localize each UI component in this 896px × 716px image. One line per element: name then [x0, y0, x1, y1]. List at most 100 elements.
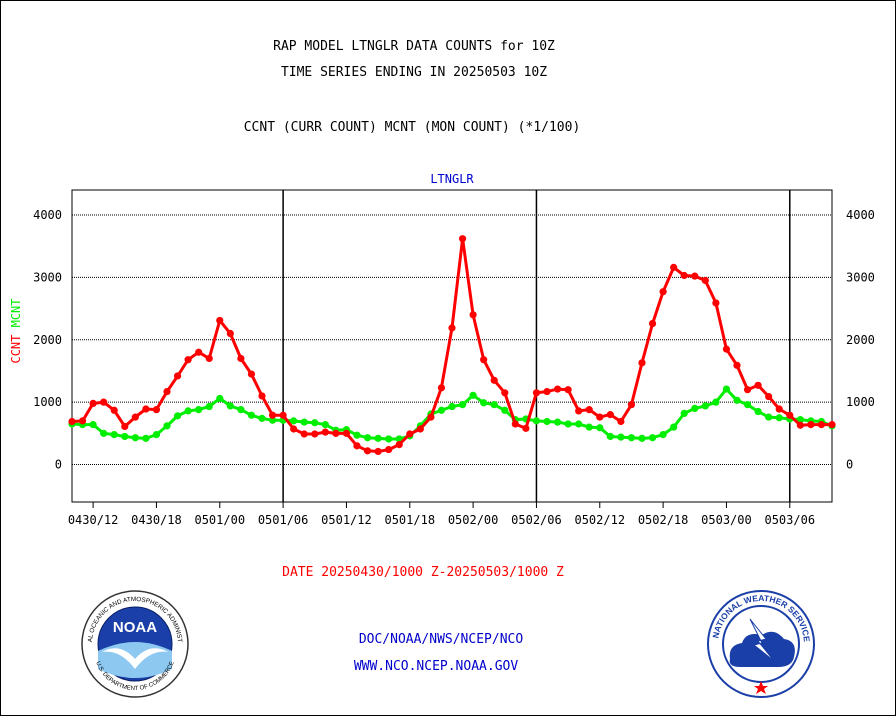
data-point-ccnt [406, 430, 414, 438]
series-line-mcnt [71, 387, 833, 441]
data-point-ccnt [817, 421, 826, 429]
data-point-mcnt [258, 414, 266, 422]
data-point-ccnt [131, 413, 139, 421]
chart-title-line-2: TIME SERIES ENDING IN 20250503 10Z [280, 65, 548, 80]
data-point-mcnt [173, 412, 182, 420]
date-range-label: DATE 20250430/1000 Z-20250503/1000 Z [282, 565, 564, 580]
data-point-ccnt [110, 406, 118, 414]
data-point-ccnt [786, 411, 794, 419]
data-point-mcnt [627, 434, 636, 442]
data-point-mcnt [585, 423, 593, 431]
data-point-mcnt [363, 434, 372, 442]
data-point-ccnt [617, 417, 625, 426]
data-point-mcnt [385, 435, 393, 443]
data-point-mcnt [226, 402, 234, 410]
data-point-ccnt [332, 429, 340, 437]
y-tick-label-left: 2000 [33, 333, 62, 347]
data-point-ccnt [89, 399, 97, 408]
data-point-mcnt [458, 401, 467, 409]
data-point-ccnt [469, 311, 477, 319]
data-point-ccnt [173, 372, 182, 380]
data-point-mcnt [796, 416, 804, 424]
data-point-mcnt [300, 418, 308, 426]
y-tick-label-right: 3000 [846, 270, 875, 284]
data-point-ccnt [480, 356, 488, 364]
data-point-mcnt [237, 406, 245, 414]
chart-title-line-1: RAP MODEL LTNGLR DATA COUNTS for 10Z [273, 39, 555, 54]
data-point-mcnt [100, 429, 108, 437]
data-point-ccnt [353, 442, 361, 450]
data-point-ccnt [342, 429, 351, 437]
data-point-ccnt [258, 392, 266, 400]
data-point-ccnt [627, 401, 636, 409]
data-point-mcnt [733, 396, 741, 404]
data-point-ccnt [184, 356, 192, 364]
data-point-mcnt [89, 421, 97, 429]
data-point-ccnt [543, 387, 551, 396]
x-tick-label: 0430/18 [131, 513, 182, 527]
y-tick-label-left: 1000 [33, 395, 62, 409]
data-point-ccnt [385, 445, 393, 454]
series-line-ccnt [71, 237, 832, 453]
data-point-mcnt [712, 398, 720, 406]
data-point-mcnt [670, 423, 678, 431]
data-point-mcnt [775, 414, 783, 422]
data-point-ccnt [395, 440, 403, 449]
data-point-mcnt [754, 407, 762, 416]
x-tick-label: 0501/06 [258, 513, 309, 527]
data-point-ccnt [765, 392, 773, 401]
data-point-ccnt [585, 406, 593, 414]
y-tick-label-left: 3000 [33, 270, 62, 284]
x-tick-label: 0501/00 [194, 513, 245, 527]
data-point-mcnt [247, 411, 256, 419]
data-point-mcnt [490, 401, 498, 409]
data-point-mcnt [659, 431, 667, 439]
data-point-ccnt [638, 359, 646, 367]
data-point-ccnt [775, 405, 783, 413]
data-point-ccnt [691, 272, 699, 280]
data-point-ccnt [458, 235, 467, 243]
data-point-mcnt [680, 409, 688, 417]
data-point-ccnt [701, 276, 709, 285]
data-point-mcnt [321, 421, 329, 429]
data-point-ccnt [68, 417, 76, 426]
data-point-ccnt [226, 329, 234, 338]
data-point-mcnt [163, 422, 171, 430]
data-point-mcnt [648, 434, 657, 442]
data-point-ccnt [828, 421, 836, 429]
data-point-mcnt [575, 420, 583, 428]
data-point-mcnt [553, 418, 562, 426]
data-point-ccnt [142, 405, 150, 413]
data-point-ccnt [796, 421, 804, 429]
data-point-mcnt [606, 432, 614, 441]
y-tick-label-right: 4000 [846, 208, 875, 222]
data-point-ccnt [648, 319, 657, 328]
data-point-ccnt [564, 386, 572, 394]
data-point-mcnt [765, 413, 773, 421]
data-point-mcnt [617, 433, 625, 441]
data-point-mcnt [374, 434, 382, 442]
data-point-ccnt [553, 385, 562, 393]
data-point-ccnt [237, 354, 245, 363]
data-point-ccnt [659, 288, 667, 296]
y-axis-label-mcnt: MCNT [9, 298, 23, 327]
y-tick-label-left: 4000 [33, 208, 62, 222]
y-tick-label-left: 0 [55, 458, 62, 472]
data-point-mcnt [131, 434, 139, 442]
data-point-mcnt [311, 419, 319, 427]
y-axis-label-ccnt: CCNT [9, 327, 23, 363]
x-tick-label: 0501/18 [384, 513, 435, 527]
url-link[interactable]: WWW.NCO.NCEP.NOAA.GOV [353, 659, 519, 674]
x-tick-label: 0503/06 [764, 513, 815, 527]
org-line: DOC/NOAA/NWS/NCEP/NCO [358, 632, 524, 647]
y-tick-label-right: 0 [846, 458, 853, 472]
data-point-ccnt [501, 389, 509, 397]
data-point-ccnt [268, 411, 277, 419]
data-point-ccnt [152, 406, 161, 414]
data-point-mcnt [743, 401, 752, 409]
y-tick-label-right: 2000 [846, 333, 875, 347]
data-point-ccnt [596, 413, 604, 421]
data-point-mcnt [469, 391, 477, 399]
plot-frame [71, 189, 833, 503]
